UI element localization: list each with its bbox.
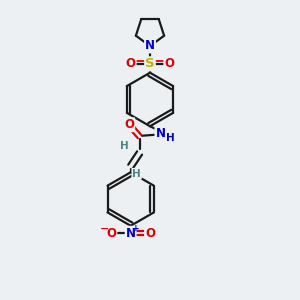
Text: N: N <box>145 40 155 52</box>
Text: H: H <box>120 140 129 151</box>
Text: O: O <box>126 57 136 70</box>
Text: −: − <box>100 224 110 233</box>
Text: N: N <box>155 127 165 140</box>
Text: N: N <box>126 227 136 240</box>
Text: H: H <box>132 169 141 179</box>
Text: O: O <box>106 227 116 240</box>
Text: S: S <box>145 57 155 70</box>
Text: O: O <box>145 227 155 240</box>
Text: +: + <box>132 224 140 233</box>
Text: H: H <box>167 133 175 143</box>
Text: O: O <box>164 57 174 70</box>
Text: O: O <box>124 118 134 131</box>
